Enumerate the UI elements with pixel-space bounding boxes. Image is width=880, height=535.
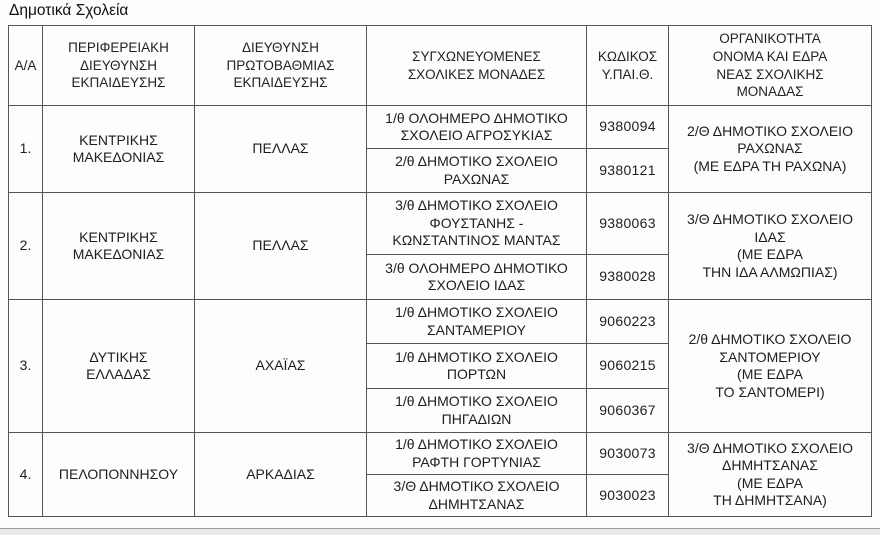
row-number-cell: 3. bbox=[8, 299, 43, 433]
school-code-cell: 9060215 bbox=[586, 343, 669, 389]
column-header-aa: Α/Α bbox=[8, 25, 43, 106]
directorate-cell: ΑΡΚΑΔΙΑΣ bbox=[194, 432, 367, 517]
school-name-cell: 3/Θ ΔΗΜΟΤΙΚΟ ΣΧΟΛΕΙΟ ΔΗΜΗΤΣΑΝΑΣ bbox=[366, 474, 587, 517]
school-name-cell: 1/θ ΔΗΜΟΤΙΚΟ ΣΧΟΛΕΙΟ ΡΑΦΤΗ ΓΟΡΤΥΝΙΑΣ bbox=[366, 432, 587, 475]
column-header-region: ΠΕΡΙΦΕΡΕΙΑΚΗ ΔΙΕΥΘΥΝΣΗ ΕΚΠΑΙΔΕΥΣΗΣ bbox=[42, 25, 195, 106]
directorate-cell: ΠΕΛΛΑΣ bbox=[194, 105, 367, 193]
table-row: 1/θ ΔΗΜΟΤΙΚΟ ΣΧΟΛΕΙΟ ΠΗΓΑΔΙΩΝ 9060367 bbox=[9, 388, 872, 433]
row-number-cell: 2. bbox=[8, 192, 43, 300]
new-unit-cell: 3/Θ ΔΗΜΟΤΙΚΟ ΣΧΟΛΕΙΟ ΙΔΑΣ (ΜΕ ΕΔΡΑ ΤΗΝ Ι… bbox=[668, 192, 872, 300]
table-row: 1. ΚΕΝΤΡΙΚΗΣ ΜΑΚΕΔΟΝΙΑΣ ΠΕΛΛΑΣ 1/θ ΟΛΟΗΜ… bbox=[8, 105, 872, 193]
school-code-cell: 9030023 bbox=[586, 474, 669, 517]
table-row: 2/θ ΔΗΜΟΤΙΚΟ ΣΧΟΛΕΙΟ ΡΑΧΩΝΑΣ 9380121 bbox=[9, 148, 872, 193]
header-row: Α/Α ΠΕΡΙΦΕΡΕΙΑΚΗ ΔΙΕΥΘΥΝΣΗ ΕΚΠΑΙΔΕΥΣΗΣ Δ… bbox=[8, 25, 872, 106]
column-header-directorate: ΔΙΕΥΘΥΝΣΗ ΠΡΩΤΟΒΑΘΜΙΑΣ ΕΚΠΑΙΔΕΥΣΗΣ bbox=[194, 25, 367, 106]
school-name-cell: 1/θ ΔΗΜΟΤΙΚΟ ΣΧΟΛΕΙΟ ΠΗΓΑΔΙΩΝ bbox=[366, 388, 587, 433]
row-number-cell: 4. bbox=[8, 432, 43, 517]
school-code-cell: 9060223 bbox=[586, 299, 669, 344]
column-header-new-unit: ΟΡΓΑΝΙΚΟΤΗΤΑ ΟΝΟΜΑ ΚΑΙ ΕΔΡΑ ΝΕΑΣ ΣΧΟΛΙΚΗ… bbox=[668, 25, 872, 106]
region-cell: ΔΥΤΙΚΗΣ ΕΛΛΑΔΑΣ bbox=[42, 299, 195, 433]
school-name-cell: 3/θ ΔΗΜΟΤΙΚΟ ΣΧΟΛΕΙΟ ΦΟΥΣΤΑΝΗΣ - ΚΩΝΣΤΑΝ… bbox=[366, 192, 587, 255]
school-name-cell: 1/θ ΟΛΟΗΜΕΡΟ ΔΗΜΟΤΙΚΟ ΣΧΟΛΕΙΟ ΑΓΡΟΣΥΚΙΑΣ bbox=[366, 105, 587, 149]
school-code-cell: 9030073 bbox=[586, 432, 669, 475]
school-code-cell: 9380121 bbox=[586, 148, 669, 193]
column-header-code: ΚΩΔΙΚΟΣ Υ.ΠΑΙ.Θ. bbox=[586, 25, 669, 106]
school-code-cell: 9380063 bbox=[586, 192, 669, 255]
school-name-cell: 3/θ ΟΛΟΗΜΕΡΟ ΔΗΜΟΤΙΚΟ ΣΧΟΛΕΙΟ ΙΔΑΣ bbox=[366, 254, 587, 300]
row-number-cell: 1. bbox=[8, 105, 43, 193]
table-row: 1/θ ΔΗΜΟΤΙΚΟ ΣΧΟΛΕΙΟ ΠΟΡΤΩΝ 9060215 bbox=[9, 343, 872, 389]
directorate-cell: ΑΧΑΪΑΣ bbox=[194, 299, 367, 433]
school-name-cell: 1/θ ΔΗΜΟΤΙΚΟ ΣΧΟΛΕΙΟ ΣΑΝΤΑΜΕΡΙΟΥ bbox=[366, 299, 587, 344]
new-unit-cell: 3/Θ ΔΗΜΟΤΙΚΟ ΣΧΟΛΕΙΟ ΔΗΜΗΤΣΑΝΑΣ (ΜΕ ΕΔΡΑ… bbox=[668, 432, 872, 517]
page-title: Δημοτικά Σχολεία bbox=[9, 2, 129, 19]
new-unit-cell: 2/Θ ΔΗΜΟΤΙΚΟ ΣΧΟΛΕΙΟ ΡΑΧΩΝΑΣ (ΜΕ ΕΔΡΑ ΤΗ… bbox=[668, 105, 872, 193]
region-cell: ΠΕΛΟΠΟΝΝΗΣΟΥ bbox=[42, 432, 195, 517]
schools-merger-table: Α/Α ΠΕΡΙΦΕΡΕΙΑΚΗ ΔΙΕΥΘΥΝΣΗ ΕΚΠΑΙΔΕΥΣΗΣ Δ… bbox=[8, 25, 872, 517]
school-code-cell: 9380094 bbox=[586, 105, 669, 149]
new-unit-cell: 2/θ ΔΗΜΟΤΙΚΟ ΣΧΟΛΕΙΟ ΣΑΝΤΟΜΕΡΙΟΥ (ΜΕ ΕΔΡ… bbox=[668, 299, 872, 433]
table-row: 2. ΚΕΝΤΡΙΚΗΣ ΜΑΚΕΔΟΝΙΑΣ ΠΕΛΛΑΣ 3/θ ΔΗΜΟΤ… bbox=[8, 192, 872, 300]
table-row: 3. ΔΥΤΙΚΗΣ ΕΛΛΑΔΑΣ ΑΧΑΪΑΣ 1/θ ΔΗΜΟΤΙΚΟ Σ… bbox=[8, 299, 872, 433]
column-header-schools: ΣΥΓΧΩΝΕΥΟΜΕΝΕΣ ΣΧΟΛΙΚΕΣ ΜΟΝΑΔΕΣ bbox=[366, 25, 587, 106]
table-row: 3/Θ ΔΗΜΟΤΙΚΟ ΣΧΟΛΕΙΟ ΔΗΜΗΤΣΑΝΑΣ 9030023 bbox=[9, 474, 872, 517]
school-name-cell: 2/θ ΔΗΜΟΤΙΚΟ ΣΧΟΛΕΙΟ ΡΑΧΩΝΑΣ bbox=[366, 148, 587, 193]
directorate-cell: ΠΕΛΛΑΣ bbox=[194, 192, 367, 300]
school-code-cell: 9380028 bbox=[586, 254, 669, 300]
region-cell: ΚΕΝΤΡΙΚΗΣ ΜΑΚΕΔΟΝΙΑΣ bbox=[42, 105, 195, 193]
school-code-cell: 9060367 bbox=[586, 388, 669, 433]
page-bottom-strip bbox=[0, 528, 880, 535]
school-name-cell: 1/θ ΔΗΜΟΤΙΚΟ ΣΧΟΛΕΙΟ ΠΟΡΤΩΝ bbox=[366, 343, 587, 389]
table-row: 4. ΠΕΛΟΠΟΝΝΗΣΟΥ ΑΡΚΑΔΙΑΣ 1/θ ΔΗΜΟΤΙΚΟ ΣΧ… bbox=[8, 432, 872, 517]
region-cell: ΚΕΝΤΡΙΚΗΣ ΜΑΚΕΔΟΝΙΑΣ bbox=[42, 192, 195, 300]
